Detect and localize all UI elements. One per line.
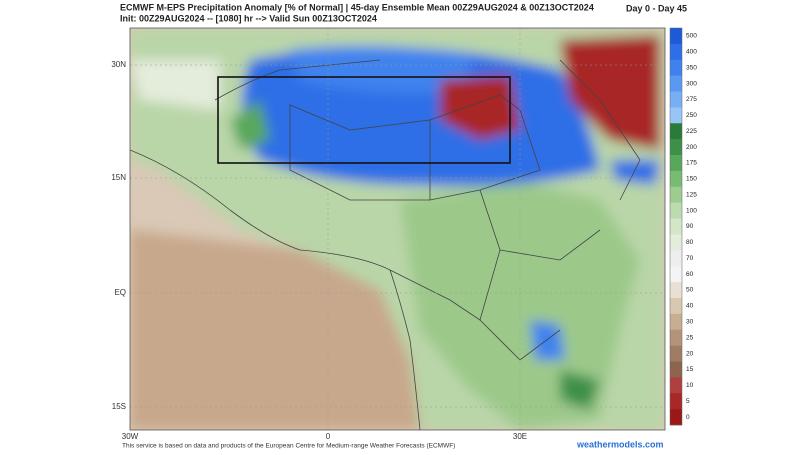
colorbar-swatch (670, 409, 682, 426)
colorbar-swatch (670, 250, 682, 267)
colorbar-label: 60 (686, 271, 694, 278)
colorbar-label: 90 (686, 223, 694, 230)
colorbar-swatch (670, 202, 682, 219)
colorbar-swatch (670, 28, 682, 45)
colorbar-label: 5 (686, 398, 690, 405)
focus-box (217, 76, 511, 164)
colorbar-label: 20 (686, 350, 694, 357)
colorbar-swatch (670, 393, 682, 410)
colorbar-swatch (670, 361, 682, 378)
borders (130, 59, 641, 430)
lon-label: 0 (326, 432, 331, 441)
lat-label: EQ (114, 288, 126, 297)
colorbar-swatch (670, 43, 682, 61)
colorbar-label: 100 (686, 207, 697, 214)
colorbar-label: 70 (686, 255, 694, 262)
colorbar-label: 50 (686, 287, 694, 294)
lat-label: 15N (111, 173, 126, 182)
colorbar-swatch (670, 329, 682, 346)
colorbar-label: 0 (686, 414, 690, 421)
colorbar-label: 275 (686, 96, 697, 103)
colorbar-swatch (670, 75, 682, 92)
credit: This service is based on data and produc… (122, 443, 455, 450)
colorbar-label: 350 (686, 64, 697, 71)
colorbar-swatch (670, 313, 682, 331)
lat-label: 30N (111, 60, 126, 69)
colorbar-label: 25 (686, 334, 694, 341)
colorbar-label: 30 (686, 318, 694, 325)
colorbar-label: 300 (686, 80, 697, 87)
colorbar-label: 400 (686, 49, 697, 56)
colorbar-swatch (670, 91, 682, 108)
map (130, 28, 665, 430)
map-frame (129, 27, 666, 431)
colorbar-label: 80 (686, 239, 694, 246)
colorbar-swatch (670, 139, 682, 156)
title: ECMWF M-EPS Precipitation Anomaly [% of … (120, 2, 594, 12)
colorbar-label: 250 (686, 112, 697, 119)
colorbar-swatch (670, 123, 682, 140)
colorbar-label: 10 (686, 382, 694, 389)
colorbar-swatch (670, 155, 682, 172)
period: Day 0 - Day 45 (626, 3, 687, 13)
colorbar-swatch (670, 186, 682, 203)
lat-label: 15S (112, 402, 126, 411)
colorbar-label: 500 (686, 33, 697, 40)
colorbar-label: 150 (686, 176, 697, 183)
colorbar-label: 40 (686, 303, 694, 310)
lon-label: 30E (513, 432, 527, 441)
colorbar-label: 125 (686, 191, 697, 198)
colorbar-swatch (670, 170, 682, 188)
colorbar-swatch (670, 107, 682, 124)
colorbar-swatch (670, 345, 682, 362)
colorbar-swatch (670, 266, 682, 283)
subtitle: Init: 00Z29AUG2024 -- [1080] hr --> Vali… (120, 13, 377, 23)
colorbar-swatch (670, 297, 682, 315)
colorbar-swatch (670, 377, 682, 394)
colorbar-swatch (670, 282, 682, 299)
lon-label: 30W (122, 432, 139, 441)
colorbar-label: 175 (686, 160, 697, 167)
colorbar-label: 225 (686, 128, 697, 135)
colorbar-swatch (670, 234, 682, 251)
colorbar-swatch (670, 218, 682, 235)
graticule (130, 28, 665, 430)
site-link[interactable]: weathermodels.com (576, 439, 664, 449)
colorbar-label: 200 (686, 144, 697, 151)
colorbar-label: 15 (686, 366, 694, 373)
colorbar-frame (669, 27, 683, 426)
colorbar-swatch (670, 59, 682, 76)
